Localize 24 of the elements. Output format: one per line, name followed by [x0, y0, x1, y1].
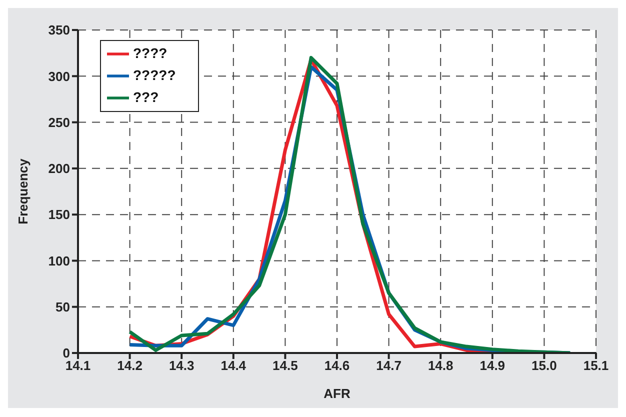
- x-tick-label: 14.1: [65, 358, 91, 374]
- x-tick-label: 14.9: [480, 358, 506, 374]
- y-tick-label: 150: [48, 207, 70, 222]
- y-tick-label: 250: [48, 114, 70, 130]
- y-tick-label: 350: [48, 22, 70, 38]
- y-tick-label: 300: [48, 68, 70, 84]
- legend-label: ???: [133, 89, 159, 106]
- legend-label: ?????: [133, 67, 176, 84]
- y-tick-label: 0: [62, 346, 70, 361]
- y-tick-label: 100: [48, 253, 70, 268]
- x-tick-label: 14.8: [428, 358, 454, 374]
- x-tick-label: 15.1: [583, 358, 609, 374]
- x-tick-label: 15.0: [532, 358, 557, 374]
- x-tick-label: 14.3: [168, 358, 194, 374]
- x-tick-label: 14.7: [376, 358, 402, 374]
- x-tick-label: 14.2: [117, 358, 142, 374]
- x-tick-label: 14.5: [272, 358, 298, 374]
- x-tick-label: 14.6: [324, 358, 350, 374]
- y-tick-label: 200: [48, 161, 70, 176]
- x-axis-title: AFR: [324, 386, 351, 401]
- legend-label: ????: [133, 45, 168, 62]
- y-axis-title: Frequency: [16, 158, 31, 224]
- y-tick-label: 50: [56, 299, 70, 314]
- x-tick-label: 14.4: [220, 358, 247, 374]
